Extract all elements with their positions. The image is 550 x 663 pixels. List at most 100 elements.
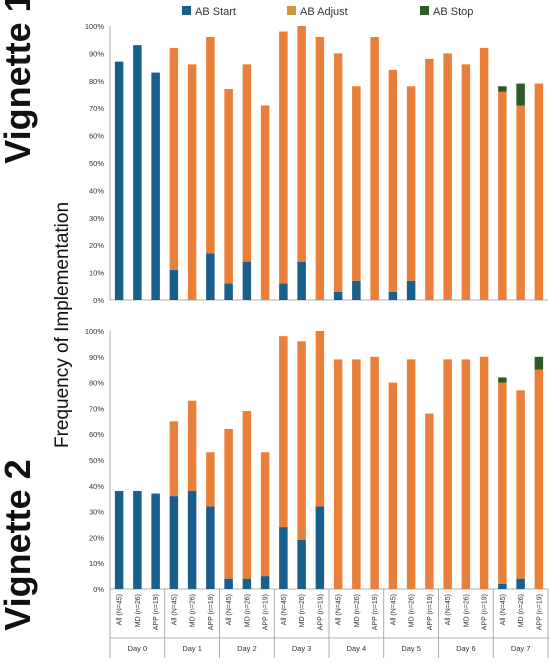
bar-adjust <box>461 359 471 589</box>
group-label: Day 7 <box>511 644 531 653</box>
y-axis-label: Frequency of Implementation <box>52 202 73 448</box>
bar-start <box>242 578 252 589</box>
bar-start <box>151 493 160 589</box>
y-tick-label: 90% <box>89 49 104 58</box>
bar-start <box>279 283 288 300</box>
bar-adjust <box>534 369 544 589</box>
bar-adjust <box>169 421 179 497</box>
bar-adjust <box>333 53 343 292</box>
y-tick-label: 60% <box>89 430 104 439</box>
bar-adjust <box>260 105 270 301</box>
y-tick-label: 60% <box>89 132 104 141</box>
bar-start <box>516 578 525 589</box>
legend-swatch-3 <box>420 6 429 15</box>
y-tick-label: 70% <box>89 404 104 413</box>
bar-adjust <box>224 89 233 284</box>
bar-adjust <box>498 91 507 300</box>
bar-stop <box>516 83 525 106</box>
bar-adjust <box>206 452 215 507</box>
bar-start <box>406 280 416 300</box>
y-tick-label: 80% <box>89 379 104 388</box>
bar-start <box>498 583 507 589</box>
group-label: Day 0 <box>128 644 148 653</box>
legend-swatch-2 <box>287 6 296 15</box>
group-label: Day 6 <box>456 644 476 653</box>
x-tick-label: APP (n=19) <box>372 594 379 630</box>
bar-start <box>224 578 233 589</box>
bar-adjust <box>242 410 252 579</box>
bar-start <box>242 261 252 300</box>
x-tick-label: All (N=45) <box>390 594 397 625</box>
bar-start <box>169 496 179 589</box>
bar-start <box>279 527 288 589</box>
bar-adjust <box>425 58 434 300</box>
bar-stop <box>534 356 544 370</box>
bar-adjust <box>279 31 288 284</box>
x-tick-label: All (N=45) <box>336 594 343 625</box>
bar-start <box>352 280 361 300</box>
bar-start <box>297 261 306 300</box>
bar-adjust <box>187 64 197 300</box>
bar-start <box>114 61 124 301</box>
bar-adjust <box>406 359 416 589</box>
y-tick-label: 10% <box>89 559 104 568</box>
y-tick-label: 0% <box>93 585 104 594</box>
x-tick-label: APP (n=19) <box>153 594 160 630</box>
bar-adjust <box>516 390 525 579</box>
bar-adjust <box>406 86 416 281</box>
x-tick-label: APP (n=19) <box>427 594 434 630</box>
bar-start <box>151 72 160 300</box>
vignette-2-title: Vignette 2 <box>0 459 38 630</box>
bar-start <box>224 283 233 300</box>
y-tick-label: 40% <box>89 482 104 491</box>
x-tick-label: All (N=45) <box>117 594 124 625</box>
y-tick-label: 10% <box>89 269 104 278</box>
y-tick-label: 20% <box>89 241 104 250</box>
x-tick-label: APP (n=19) <box>536 594 543 630</box>
bar-adjust <box>534 83 544 300</box>
x-tick-label: All (N=45) <box>281 594 288 625</box>
bar-adjust <box>187 400 197 491</box>
bar-start <box>133 490 142 589</box>
y-tick-label: 90% <box>89 353 104 362</box>
legend: AB Start AB Adjust AB Stop <box>182 6 473 18</box>
y-tick-label: 100% <box>85 22 105 31</box>
legend-label-2: AB Adjust <box>300 6 348 18</box>
y-tick-label: 50% <box>89 159 104 168</box>
bar-start <box>333 291 343 300</box>
bar-adjust <box>279 336 288 528</box>
bar-stop <box>498 86 507 92</box>
bar-adjust <box>443 359 452 589</box>
bar-adjust <box>388 382 398 589</box>
x-tick-label: MD (n=26) <box>463 594 470 627</box>
bar-adjust <box>297 341 306 540</box>
bar-adjust <box>479 356 489 589</box>
y-tick-label: 30% <box>89 508 104 517</box>
bar-adjust <box>169 47 179 270</box>
x-tick-label: All (N=45) <box>500 594 507 625</box>
bar-adjust <box>206 36 215 254</box>
x-tick-label: APP (n=19) <box>482 594 489 630</box>
x-tick-label: MD (n=26) <box>244 594 251 627</box>
legend-label-3: AB Stop <box>433 6 473 18</box>
bar-adjust <box>498 382 507 584</box>
bar-adjust <box>516 105 525 301</box>
bar-start <box>187 490 197 589</box>
bar-adjust <box>242 64 252 262</box>
bar-start <box>388 291 398 300</box>
group-label: Day 3 <box>292 644 312 653</box>
x-tick-label: MD (n=26) <box>299 594 306 627</box>
bar-adjust <box>479 47 489 300</box>
x-tick-label: All (N=45) <box>171 594 178 625</box>
x-tick-label: All (N=45) <box>445 594 452 625</box>
bar-adjust <box>224 429 233 579</box>
bar-start <box>297 539 306 589</box>
x-tick-label: APP (n=19) <box>317 594 324 630</box>
bar-start <box>206 253 215 300</box>
y-tick-label: 50% <box>89 456 104 465</box>
bar-adjust <box>315 331 325 507</box>
x-tick-label: APP (n=19) <box>208 594 215 630</box>
y-tick-label: 30% <box>89 214 104 223</box>
bar-stop <box>498 377 507 383</box>
bar-adjust <box>443 53 452 301</box>
